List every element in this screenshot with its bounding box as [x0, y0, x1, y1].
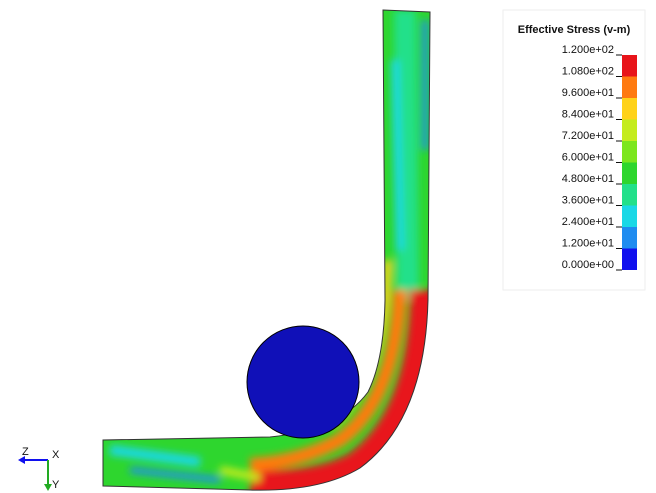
legend-label: 9.600e+01: [562, 87, 614, 99]
legend-color-band: [622, 98, 637, 120]
legend-color-band: [622, 206, 637, 228]
legend-label: 7.200e+01: [562, 130, 614, 142]
legend-label: 8.400e+01: [562, 108, 614, 120]
legend-label: 3.600e+01: [562, 194, 614, 206]
legend-label: 0.000e+00: [562, 259, 614, 271]
triad-z: Z: [22, 446, 29, 458]
legend-label: 1.080e+02: [562, 65, 614, 77]
legend-color-band: [622, 249, 637, 271]
legend-color-band: [622, 55, 637, 77]
legend-label: 1.200e+02: [562, 44, 614, 56]
legend-label: 6.000e+01: [562, 151, 614, 163]
viewport: Effective Stress (v-m) Z X Y 1.200e+02 1.…: [0, 0, 656, 493]
legend-title: Effective Stress (v-m): [518, 24, 631, 36]
roller: [247, 326, 359, 438]
legend-label: 2.400e+01: [562, 216, 614, 228]
legend-color-band: [622, 227, 637, 249]
legend-color-band: [622, 120, 637, 142]
triad: Z X Y: [18, 446, 60, 491]
legend-color-band: [622, 77, 637, 99]
legend-color-band: [622, 163, 637, 185]
legend-color-band: [622, 184, 637, 206]
triad-y: Y: [52, 479, 60, 491]
legend-color-band: [622, 141, 637, 163]
triad-x: X: [52, 449, 60, 461]
legend-label: 4.800e+01: [562, 173, 614, 185]
legend-label: 1.200e+01: [562, 237, 614, 249]
